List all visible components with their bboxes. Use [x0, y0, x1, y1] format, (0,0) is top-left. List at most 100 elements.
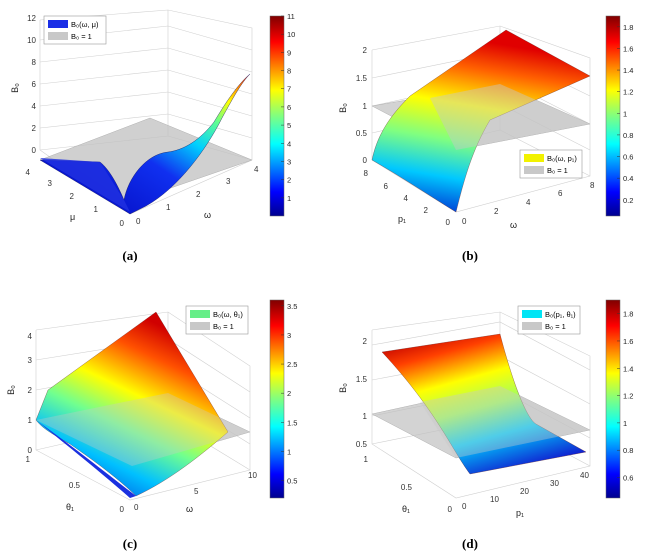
colorbar-label-3-3: 1.2 — [623, 392, 633, 401]
colorbar-label-0-10: 11 — [287, 12, 295, 21]
colorbar-c: 0.5 1 1.5 2 2.5 3 3.5 — [269, 299, 297, 499]
colorbar-a: 1 2 3 4 5 6 7 8 9 10 11 — [269, 12, 295, 217]
xticks-d: 0 10 20 30 40 — [462, 471, 589, 511]
zticks-a: 0 2 4 6 8 10 12 — [27, 14, 36, 155]
xtick-b-0: 0 — [462, 217, 467, 226]
colorbar-label-3-5: 1.6 — [623, 337, 633, 346]
colorbar-label-2-1: 1 — [287, 447, 291, 456]
zticks-b: 0 0.5 1 1.5 2 — [356, 46, 368, 165]
xtick-b-3: 6 — [558, 189, 563, 198]
zticks-c: 0 1 2 3 4 — [28, 332, 33, 455]
legend-swatch-b-1 — [524, 166, 544, 174]
colorbar-label-1-8: 1.8 — [623, 23, 633, 32]
zlabel-c: B₀ — [6, 385, 16, 395]
xtick-c-2: 10 — [248, 471, 257, 480]
ytick-c-0: 0 — [120, 505, 125, 514]
ztick-b-4: 2 — [363, 46, 368, 55]
colorbar-label-2-5: 3 — [287, 331, 291, 340]
xlabel-b: ω — [510, 220, 517, 230]
colorbar-label-3-1: 0.8 — [623, 446, 633, 455]
legend-label-a-1: B₀ = 1 — [71, 32, 92, 41]
colorbar-label-0-3: 4 — [287, 139, 291, 148]
colorbar-label-1-2: 0.6 — [623, 153, 633, 162]
zlabel-d: B₀ — [338, 383, 348, 393]
colorbar-label-2-3: 2 — [287, 389, 291, 398]
ztick-a-3: 6 — [32, 80, 37, 89]
legend-a: B₀(ω, μ) B₀ = 1 — [43, 15, 107, 45]
yticks-c: 1 0.5 0 — [26, 455, 125, 514]
colorbar-label-0-1: 2 — [287, 176, 291, 185]
xtick-b-2: 4 — [526, 198, 531, 207]
legend-d: B₀(p₁, θ₁) B₀ = 1 — [517, 305, 581, 335]
surface-a-floor — [40, 158, 130, 212]
ztick-a-4: 8 — [32, 58, 37, 67]
ylabel-c: θ₁ — [66, 502, 74, 512]
colorbar-label-0-8: 9 — [287, 48, 291, 57]
colorbar-label-1-1: 0.4 — [623, 174, 633, 183]
ytick-d-1: 0.5 — [401, 483, 413, 492]
colorbar-label-0-0: 1 — [287, 194, 291, 203]
ztick-c-1: 1 — [28, 416, 33, 425]
xtick-c-1: 5 — [194, 487, 199, 496]
colorbar-label-3-2: 1 — [623, 419, 627, 428]
xtick-a-3: 3 — [226, 177, 231, 186]
legend-label-c-0: B₀(ω, θ₁) — [213, 310, 243, 319]
yticks-d: 1 0.5 0 — [364, 455, 453, 514]
xtick-a-0: 0 — [136, 217, 141, 226]
ytick-d-0: 0 — [448, 505, 453, 514]
zticks-d: 0.5 1 1.5 2 — [356, 337, 368, 449]
ztick-b-3: 1.5 — [356, 74, 368, 83]
zlabel-a: B₀ — [10, 83, 20, 93]
ytick-b-0: 0 — [446, 218, 451, 227]
ztick-c-2: 2 — [28, 386, 33, 395]
xtick-d-3: 30 — [550, 479, 559, 488]
ylabel-b: p₁ — [398, 214, 406, 224]
ztick-d-1: 1 — [363, 412, 368, 421]
colorbar-label-2-4: 2.5 — [287, 360, 297, 369]
xtick-b-4: 8 — [590, 181, 595, 190]
ztick-a-1: 2 — [32, 124, 37, 133]
colorbar-label-1-0: 0.2 — [623, 196, 633, 205]
caption-d: (d) — [462, 536, 478, 551]
ztick-c-4: 4 — [28, 332, 33, 341]
colorbar-label-1-7: 1.6 — [623, 44, 633, 53]
colorbar-label-2-0: 0.5 — [287, 477, 297, 486]
ytick-a-1: 1 — [94, 205, 99, 214]
ztick-b-0: 0 — [363, 156, 368, 165]
ylabel-a: μ — [70, 212, 75, 222]
legend-swatch-c-0 — [190, 310, 210, 318]
ytick-a-2: 2 — [70, 192, 75, 201]
ztick-d-3: 2 — [363, 337, 368, 346]
ytick-b-4: 8 — [364, 169, 369, 178]
ytick-d-2: 1 — [364, 455, 369, 464]
ytick-c-2: 1 — [26, 455, 31, 464]
surface-d — [381, 333, 587, 475]
colorbar-d: 0.6 0.8 1 1.2 1.4 1.6 1.8 — [605, 299, 633, 499]
colorbar-label-0-2: 3 — [287, 157, 291, 166]
colorbar-label-2-6: 3.5 — [287, 302, 297, 311]
xtick-d-2: 20 — [520, 487, 529, 496]
ytick-b-2: 4 — [404, 194, 409, 203]
legend-label-b-0: B₀(ω, p₁) — [547, 154, 577, 163]
ylabel-d: θ₁ — [402, 504, 410, 514]
colorbar-label-0-6: 7 — [287, 85, 291, 94]
xticks-c: 0 5 10 — [134, 471, 257, 512]
plane-b-front — [430, 84, 590, 150]
colorbar-label-3-6: 1.8 — [623, 310, 633, 319]
colorbar-label-0-4: 5 — [287, 121, 291, 130]
panel-c: B₀(ω, θ₁) B₀ = 1 0 1 2 3 4 B₀ 1 0.5 0 θ₁… — [6, 299, 297, 551]
legend-label-d-0: B₀(p₁, θ₁) — [545, 310, 576, 319]
plane-d-front — [420, 386, 590, 458]
zlabel-b: B₀ — [338, 103, 348, 113]
xlabel-a: ω — [204, 210, 211, 220]
legend-label-d-1: B₀ = 1 — [545, 322, 566, 331]
ztick-a-0: 0 — [32, 146, 37, 155]
ztick-c-3: 3 — [28, 356, 33, 365]
xtick-b-1: 2 — [494, 207, 499, 216]
colorbar-label-1-6: 1.4 — [623, 66, 633, 75]
plane-c-front — [36, 393, 250, 466]
xtick-d-0: 0 — [462, 502, 467, 511]
ytick-a-0: 0 — [120, 219, 125, 228]
xtick-d-1: 10 — [490, 495, 499, 504]
ztick-a-6: 12 — [27, 14, 36, 23]
